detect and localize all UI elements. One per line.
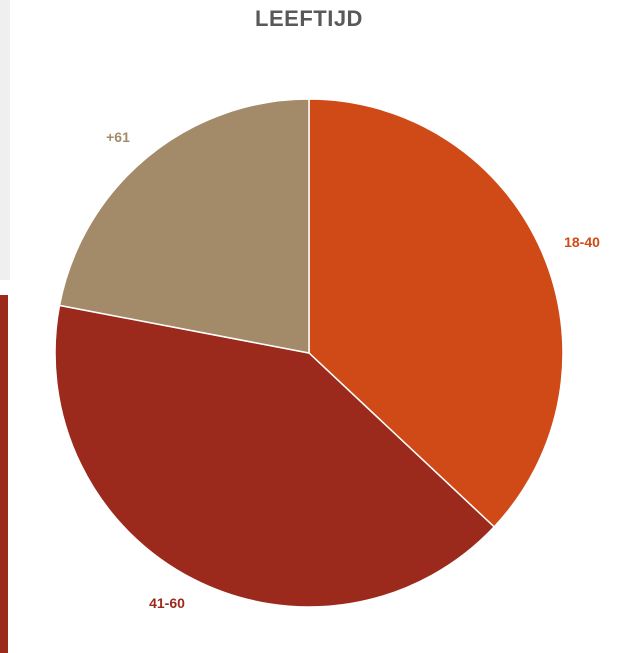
- background-panel-gray: [0, 0, 10, 280]
- background-panel-red: [0, 295, 8, 653]
- slice-label-41-60: 41-60: [149, 595, 185, 611]
- chart-title: LEEFTIJD: [255, 6, 363, 31]
- slice-label-61: +61: [106, 129, 130, 145]
- pie-slice-61: [58, 98, 310, 354]
- pie-slice-41-60: [54, 304, 496, 608]
- slice-label-18-40: 18-40: [564, 234, 600, 250]
- pie-slice-18-40: [308, 98, 564, 528]
